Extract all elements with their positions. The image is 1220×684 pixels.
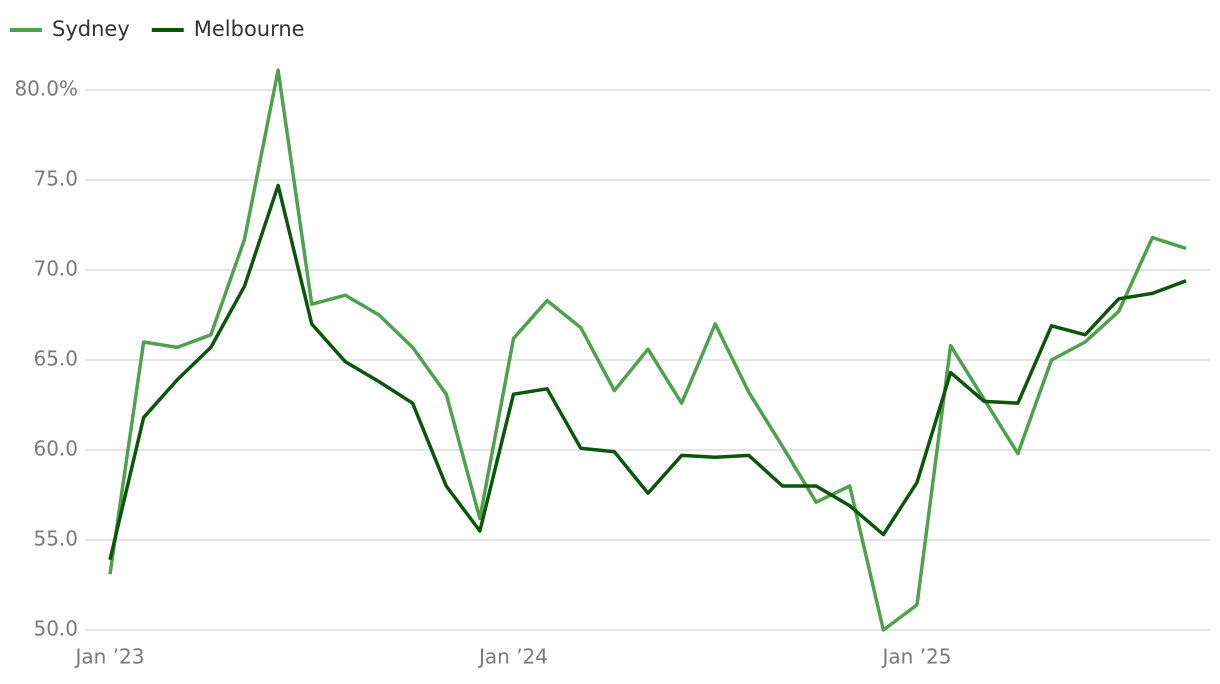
y-tick-label: 60.0 (33, 437, 78, 461)
x-tick-label: Jan ’24 (477, 645, 548, 669)
x-tick-label: Jan ’25 (881, 645, 952, 669)
legend-label: Sydney (52, 17, 130, 41)
y-tick-label: 65.0 (33, 347, 78, 371)
y-tick-label: 70.0 (33, 257, 78, 281)
y-tick-label: 55.0 (33, 527, 78, 551)
x-tick-label: Jan ’23 (74, 645, 145, 669)
y-tick-label: 75.0 (33, 167, 78, 191)
series-line (108, 68, 1187, 632)
series-line (108, 183, 1187, 561)
y-tick-label: 80.0% (14, 77, 78, 101)
legend-label: Melbourne (194, 17, 305, 41)
y-tick-label: 50.0 (33, 617, 78, 641)
